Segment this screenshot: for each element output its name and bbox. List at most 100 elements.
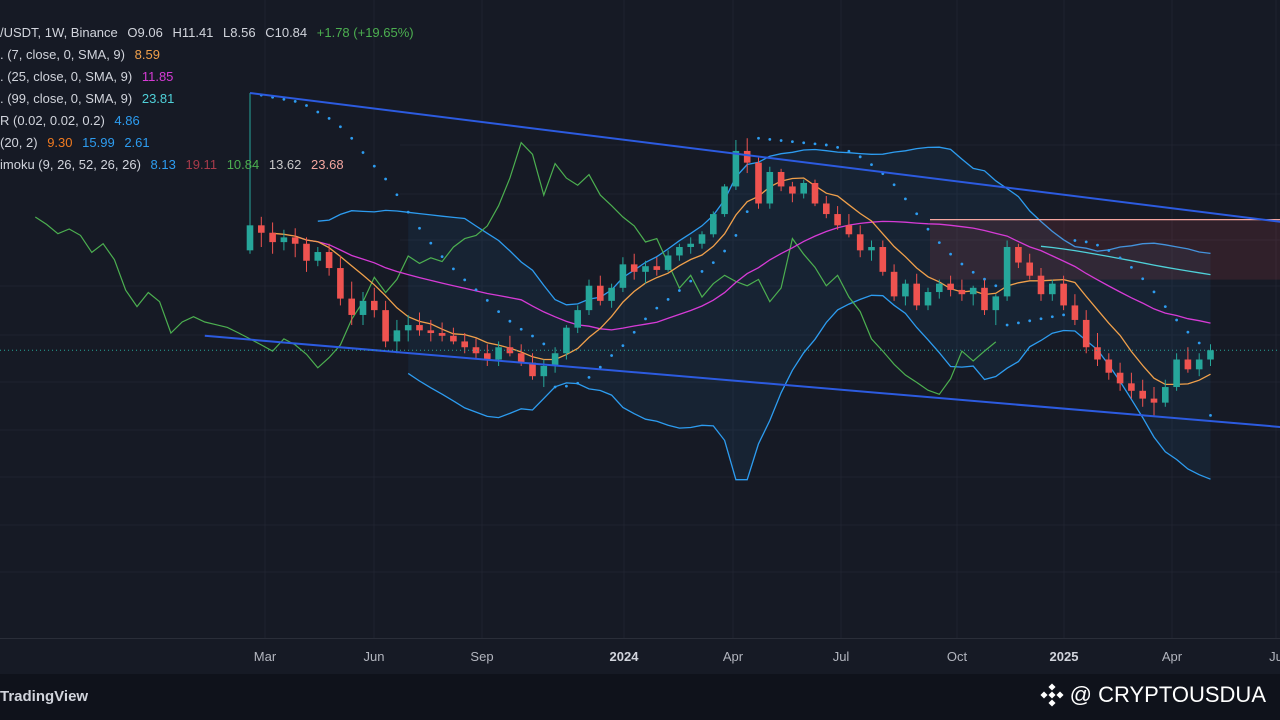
- sar-dot: [847, 149, 851, 153]
- sar-dot: [531, 334, 534, 338]
- legend-sar[interactable]: R (0.02, 0.02, 0.2) 4.86: [0, 110, 420, 132]
- candle-body: [427, 330, 435, 334]
- ma99-line: [1040, 245, 1211, 276]
- sar-dot: [463, 278, 467, 282]
- sar-dot: [610, 354, 613, 357]
- candle-body: [551, 353, 559, 366]
- sar-dot: [824, 143, 828, 147]
- legend-ichimoku[interactable]: imoku (9, 26, 52, 26, 26) 8.13 19.11 10.…: [0, 154, 420, 176]
- ma7-label: . (7, close, 0, SMA, 9): [0, 47, 125, 62]
- bollinger-upper: [317, 146, 1211, 306]
- candle-body: [913, 283, 920, 306]
- candle-body: [890, 271, 898, 297]
- ichimoku-label: imoku (9, 26, 52, 26, 26): [0, 157, 141, 172]
- candle-body: [856, 234, 864, 251]
- sar-dot: [689, 279, 693, 283]
- candle-body: [303, 243, 310, 261]
- sar-dot: [711, 261, 715, 265]
- candle-body: [371, 300, 378, 311]
- candle-body: [766, 171, 774, 204]
- legend-ma7[interactable]: . (7, close, 0, SMA, 9) 8.59: [0, 44, 420, 66]
- bb-lower-value: 2.61: [124, 135, 150, 150]
- sar-dot: [395, 193, 399, 197]
- bb-upper-value: 15.99: [82, 135, 115, 150]
- sar-dot: [418, 226, 421, 230]
- sar-dot: [904, 197, 907, 201]
- candle-body: [732, 150, 740, 187]
- ma25-label: . (25, close, 0, SMA, 9): [0, 69, 133, 84]
- candle-body: [404, 325, 412, 331]
- ma25-value: 11.85: [141, 69, 174, 84]
- sar-dot: [768, 137, 772, 141]
- candle-body: [800, 182, 807, 194]
- candle-body: [698, 234, 706, 244]
- legend-symbol: /USDT, 1W, Binance: [0, 25, 118, 40]
- candle-body: [529, 362, 536, 377]
- sar-dot: [892, 183, 896, 187]
- candle-body: [348, 298, 355, 315]
- legend-close: C10.84: [265, 25, 308, 40]
- sar-dot: [1084, 240, 1088, 244]
- sar-dot: [327, 116, 331, 120]
- ma25-line: [294, 220, 1211, 331]
- time-axis[interactable]: Mar Jun Sep 2024 Apr Jul Oct 2025 Apr Ju: [0, 638, 1280, 675]
- candle-body: [653, 266, 661, 270]
- candle-body: [484, 353, 491, 360]
- candle-body: [1105, 359, 1113, 373]
- sar-dot: [1073, 239, 1077, 242]
- sar-dot: [565, 384, 568, 388]
- candle-body: [789, 186, 796, 194]
- candle-body: [936, 283, 943, 293]
- ichimoku-conversion-value: 8.13: [150, 157, 176, 172]
- candle-body: [597, 285, 604, 301]
- sar-dot: [361, 151, 365, 154]
- candle-body: [325, 252, 333, 269]
- candle-body: [811, 182, 819, 204]
- ichimoku-cloud: [930, 219, 1280, 280]
- sar-dot: [1050, 315, 1054, 319]
- candle-body: [664, 255, 672, 270]
- candle-body: [1207, 350, 1214, 360]
- sar-label: R (0.02, 0.02, 0.2): [0, 113, 105, 128]
- candle-body: [823, 203, 830, 215]
- candle-body: [585, 285, 593, 311]
- candle-body: [992, 296, 1000, 311]
- legend-bb[interactable]: (20, 2) 9.30 15.99 2.61: [0, 132, 420, 154]
- sar-dot: [870, 163, 873, 167]
- ma99-value: 23.81: [141, 91, 175, 106]
- sar-dot: [508, 319, 512, 323]
- sar-dot: [372, 164, 376, 168]
- candle-body: [540, 365, 548, 377]
- sar-dot: [1141, 277, 1145, 281]
- candle-body: [1049, 283, 1056, 295]
- chart-canvas[interactable]: [0, 0, 1280, 638]
- candle-body: [461, 341, 468, 348]
- sar-dot: [937, 241, 941, 245]
- watermark: @ CRYPTOUSDUA: [1040, 682, 1266, 708]
- ma7-line: [272, 177, 1211, 386]
- price-chart[interactable]: [0, 0, 1280, 638]
- sar-dot: [757, 136, 760, 140]
- legend-ma25[interactable]: . (25, close, 0, SMA, 9) 11.85: [0, 66, 420, 88]
- sar-dot: [858, 155, 862, 159]
- candle-body: [1116, 372, 1124, 384]
- sar-dot: [1118, 256, 1122, 260]
- ichimoku-span-a-value: 13.62: [268, 157, 302, 172]
- candle-body: [969, 287, 977, 295]
- candle-body: [1195, 359, 1203, 370]
- sar-dot: [282, 97, 286, 101]
- ichimoku-span-b-value: 23.68: [311, 157, 344, 172]
- legend-ma99[interactable]: . (99, close, 0, SMA, 9) 23.81: [0, 88, 420, 110]
- candle-body: [280, 237, 288, 243]
- candle-body: [1162, 387, 1169, 403]
- sar-dot: [440, 255, 444, 259]
- tradingview-logo[interactable]: TradingView: [0, 688, 89, 705]
- candle-body: [246, 225, 254, 251]
- sar-dot: [1209, 413, 1212, 417]
- sar-dot: [791, 140, 794, 144]
- sar-dot: [293, 99, 297, 103]
- sar-dot: [745, 210, 749, 214]
- sar-dot: [1096, 243, 1099, 247]
- candle-body: [1026, 262, 1033, 276]
- sar-dot: [553, 385, 557, 389]
